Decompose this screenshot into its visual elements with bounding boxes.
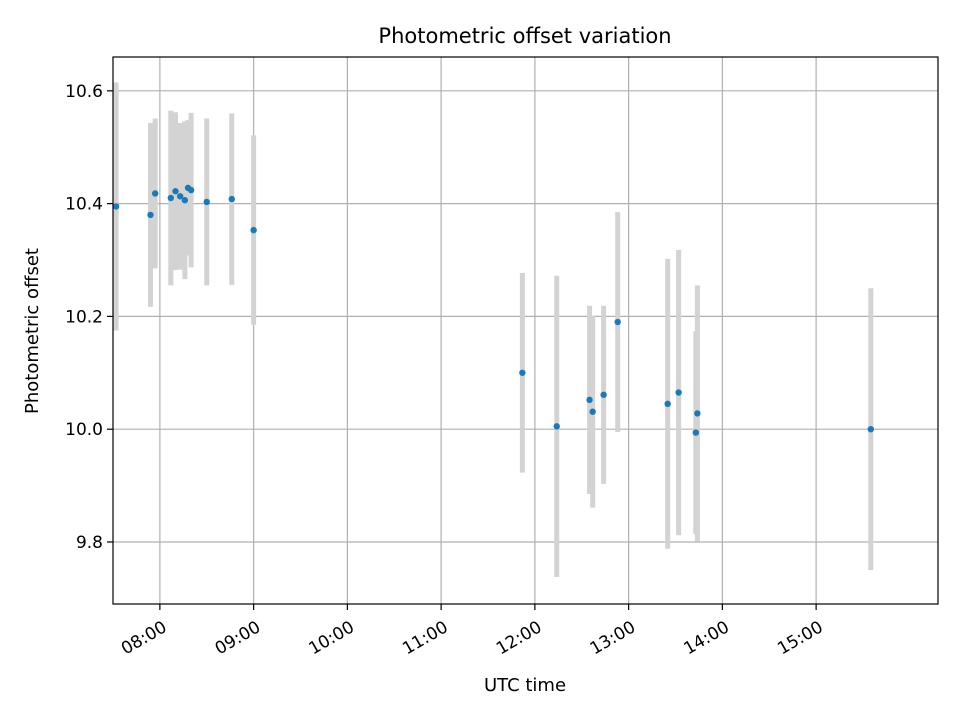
y-tick-label: 9.8 (76, 533, 103, 553)
y-axis-label: Photometric offset (22, 248, 43, 414)
x-tick-label: 13:00 (587, 617, 639, 659)
y-tick-label: 10.2 (65, 307, 103, 327)
data-point (203, 198, 210, 206)
x-tick-label: 08:00 (118, 617, 170, 659)
data-point (600, 391, 607, 398)
data-point (692, 429, 700, 436)
x-tick-label: 11:00 (399, 617, 451, 659)
data-point (694, 410, 701, 417)
x-tick-label: 12:00 (493, 617, 545, 659)
data-point (172, 188, 179, 195)
data-point (176, 193, 184, 200)
data-point (151, 190, 159, 197)
x-axis-label: UTC time (484, 675, 566, 696)
y-tick-label: 10.4 (65, 195, 103, 215)
data-point (181, 197, 189, 204)
x-tick-label: 15:00 (774, 617, 826, 659)
plot-frame (112, 56, 939, 605)
data-point (228, 195, 235, 203)
data-point (614, 318, 621, 326)
data-point (250, 226, 257, 234)
y-tick-label: 10.6 (65, 82, 103, 102)
data-point (867, 425, 875, 433)
y-tick-label: 10.0 (65, 420, 103, 440)
chart-title: Photometric offset variation (378, 24, 671, 48)
data-point (664, 400, 671, 408)
data-point (553, 423, 560, 430)
data-point (589, 408, 596, 415)
data-point (187, 186, 195, 194)
data-point (147, 211, 154, 219)
data-point (112, 203, 120, 210)
point-layer (112, 184, 875, 436)
data-point (675, 389, 682, 396)
error-bar-layer (113, 82, 874, 577)
x-tick-label: 10:00 (305, 617, 357, 659)
data-point (519, 369, 526, 376)
x-tick-label: 09:00 (212, 617, 264, 659)
x-tick-label: 14:00 (680, 617, 732, 659)
data-point (586, 396, 593, 404)
grid-layer (113, 57, 938, 604)
data-point (167, 194, 175, 202)
